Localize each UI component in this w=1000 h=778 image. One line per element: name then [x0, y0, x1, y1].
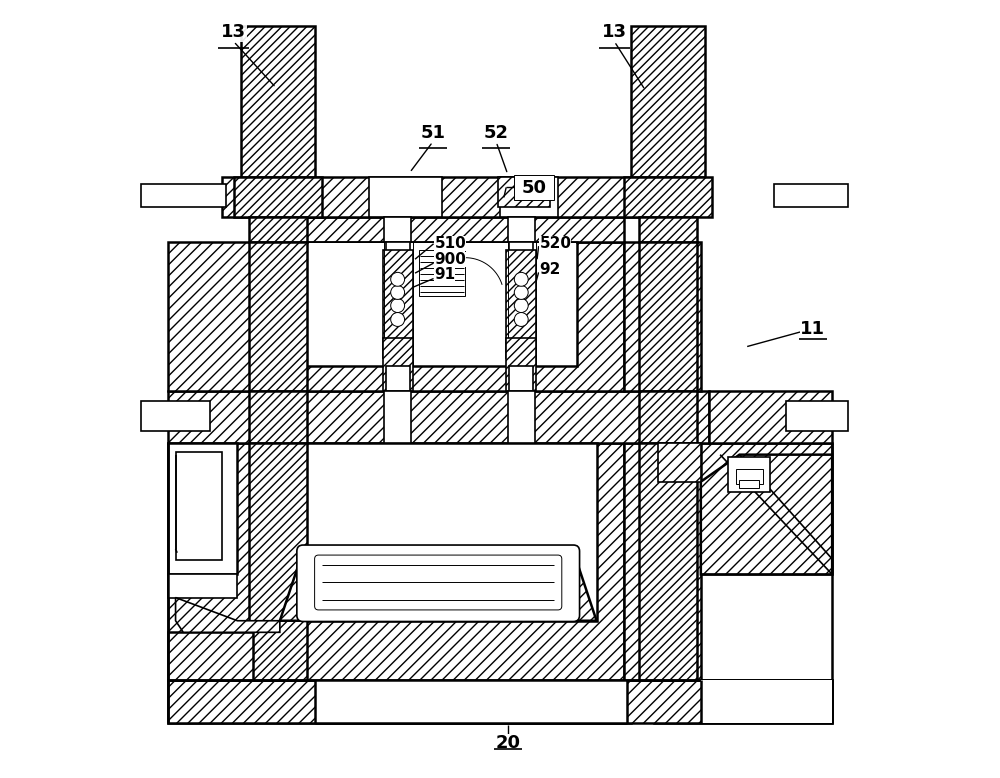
Bar: [728, 457, 770, 492]
Text: 52: 52: [484, 124, 509, 142]
Bar: [176, 452, 222, 560]
Bar: [509, 242, 533, 366]
Bar: [383, 250, 413, 358]
Text: 51: 51: [420, 124, 445, 142]
Bar: [234, 177, 322, 217]
Bar: [168, 443, 253, 680]
Polygon shape: [168, 633, 253, 680]
Circle shape: [391, 286, 405, 300]
Bar: [654, 680, 832, 723]
Bar: [249, 217, 307, 242]
Polygon shape: [176, 598, 280, 633]
Bar: [701, 680, 832, 723]
Bar: [168, 242, 253, 391]
Bar: [500, 177, 558, 217]
Bar: [141, 401, 210, 432]
Text: 92: 92: [539, 261, 561, 277]
Text: 520: 520: [539, 237, 571, 251]
Bar: [624, 242, 701, 391]
Bar: [639, 443, 697, 680]
Bar: [658, 443, 701, 482]
Bar: [509, 366, 533, 391]
Bar: [786, 401, 848, 432]
Bar: [508, 391, 535, 443]
Text: 91: 91: [434, 267, 455, 282]
Bar: [141, 184, 226, 208]
Bar: [369, 177, 442, 217]
Bar: [168, 680, 631, 723]
Bar: [280, 443, 597, 621]
Circle shape: [514, 299, 528, 313]
Bar: [249, 242, 307, 391]
Bar: [299, 242, 577, 366]
Circle shape: [514, 272, 528, 286]
Bar: [701, 443, 832, 574]
Polygon shape: [280, 552, 597, 621]
Bar: [249, 391, 307, 443]
Circle shape: [391, 272, 405, 286]
Bar: [386, 242, 410, 366]
Circle shape: [514, 286, 528, 300]
Bar: [709, 391, 832, 443]
Bar: [253, 217, 624, 242]
Bar: [384, 391, 411, 443]
Bar: [168, 391, 709, 443]
Bar: [639, 242, 697, 391]
Text: 13: 13: [221, 23, 246, 41]
Text: 13: 13: [602, 23, 627, 41]
Bar: [384, 217, 411, 242]
Bar: [631, 26, 705, 177]
Bar: [315, 680, 627, 723]
Bar: [624, 443, 701, 680]
Bar: [639, 391, 697, 443]
Text: 900: 900: [434, 252, 466, 267]
Text: 50: 50: [521, 179, 546, 197]
Circle shape: [391, 299, 405, 313]
Bar: [168, 574, 237, 598]
Bar: [508, 217, 535, 242]
Circle shape: [391, 313, 405, 327]
Bar: [168, 680, 832, 723]
Bar: [514, 175, 554, 200]
Bar: [241, 26, 315, 177]
FancyBboxPatch shape: [297, 545, 580, 622]
Bar: [168, 443, 237, 574]
Bar: [249, 443, 307, 680]
Text: 510: 510: [434, 237, 466, 251]
Bar: [639, 217, 697, 242]
Bar: [624, 177, 712, 217]
Bar: [774, 184, 848, 208]
Bar: [253, 443, 624, 680]
Bar: [506, 250, 536, 358]
Bar: [739, 480, 759, 488]
Polygon shape: [701, 454, 832, 574]
Bar: [419, 250, 465, 296]
Circle shape: [514, 313, 528, 327]
Bar: [222, 177, 654, 217]
Bar: [253, 242, 624, 391]
Bar: [736, 468, 763, 484]
FancyBboxPatch shape: [315, 555, 562, 610]
Bar: [498, 177, 550, 208]
Bar: [506, 338, 536, 391]
Text: 20: 20: [495, 734, 520, 752]
Bar: [386, 366, 410, 391]
Bar: [300, 243, 576, 365]
Bar: [383, 338, 413, 391]
Text: 11: 11: [800, 320, 825, 338]
